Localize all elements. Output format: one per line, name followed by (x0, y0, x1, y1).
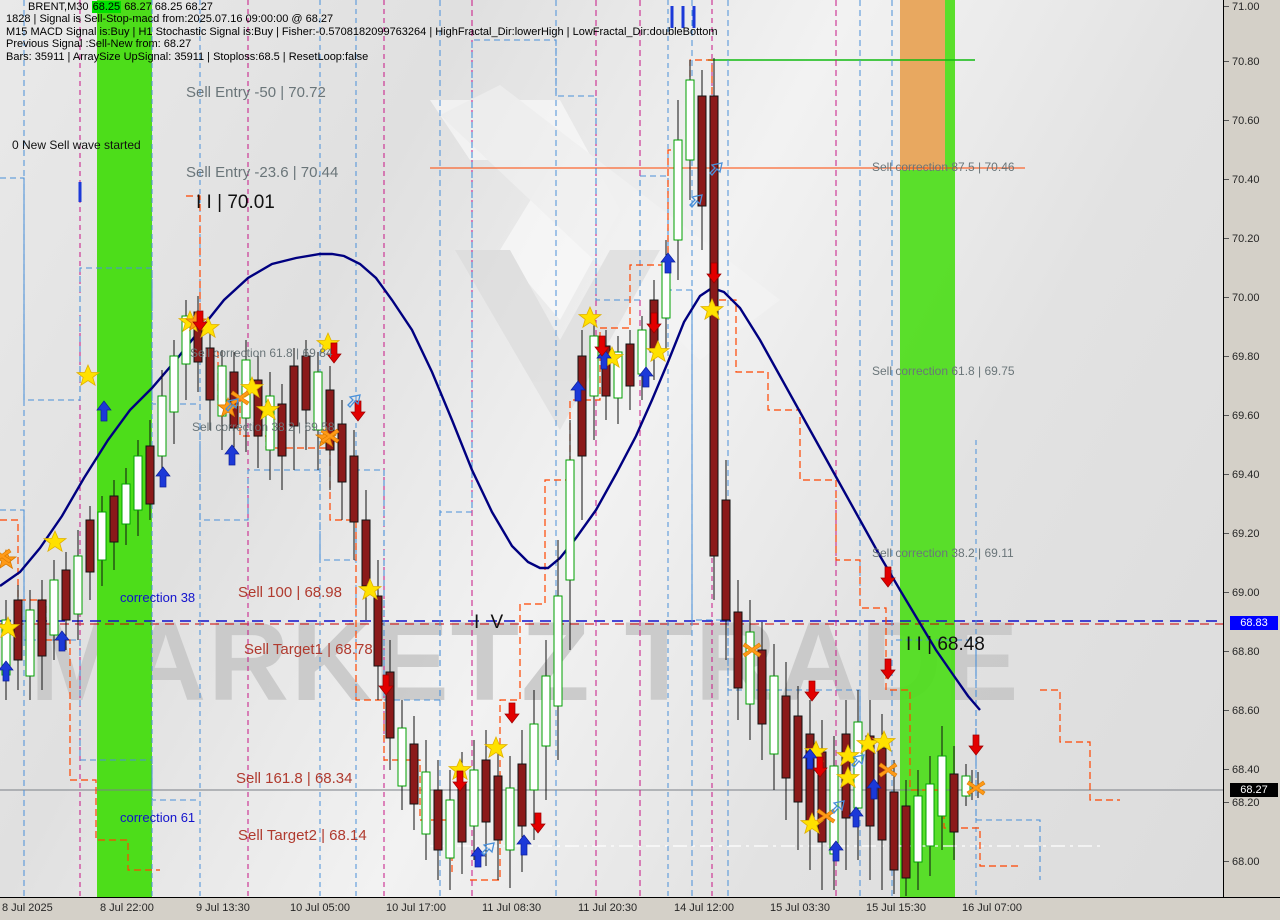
time-tick-label: 15 Jul 15:30 (866, 902, 926, 914)
blue-up-arrow-signal (516, 834, 532, 856)
annotation-sell-entry-236: Sell Entry -23.6 | 70.44 (186, 164, 339, 181)
time-tick-label: 10 Jul 05:00 (290, 902, 350, 914)
annotation-sell-target2: Sell Target2 | 68.14 (238, 827, 367, 844)
level-lines (0, 59, 1223, 847)
chart-vectors (0, 0, 1223, 897)
time-tick-label: 16 Jul 07:00 (962, 902, 1022, 914)
price-axis[interactable]: 71.00 70.80 70.60 70.40 70.20 70.00 69.8… (1224, 0, 1280, 898)
price-tick-label: 68.20 (1232, 797, 1260, 809)
ohlc-low: 68.25 (154, 1, 183, 13)
price-tick-label: 70.20 (1232, 233, 1260, 245)
annotation-sell-target1: Sell Target1 | 68.78 (244, 641, 373, 658)
price-tick: 69.40 (1224, 468, 1280, 482)
blue-up-arrow-signal (848, 806, 864, 828)
price-tick: 69.80 (1224, 350, 1280, 364)
price-tick-label: 69.20 (1232, 528, 1260, 540)
yellow-star-marker (578, 306, 602, 328)
annotation-sell-corr-382-right: Sell correction 38.2 | 69.11 (872, 546, 1014, 560)
info-signal-row: 1828 | Signal is Sell-Stop-macd from:202… (6, 13, 334, 26)
time-tick-label: 8 Jul 2025 (2, 902, 53, 914)
time-tick-label: 10 Jul 17:00 (386, 902, 446, 914)
annotation-wave-II-6848: I I | 68.48 (906, 634, 985, 655)
red-down-arrow-signal (530, 812, 546, 834)
price-tick: 69.20 (1224, 527, 1280, 541)
price-tick: 68.60 (1224, 704, 1280, 718)
annotation-sell-1618: Sell 161.8 | 68.34 (236, 770, 353, 787)
last-price-badge: 68.27 (1230, 783, 1278, 797)
time-tick-label: 14 Jul 12:00 (674, 902, 734, 914)
price-tick: 70.60 (1224, 114, 1280, 128)
annotation-wave-II-7001: I I | 70.01 (196, 192, 275, 213)
annotation-sell-corr-618-right: Sell correction 61.8 | 69.75 (872, 364, 1015, 378)
bid-price-badge: 68.83 (1230, 616, 1278, 630)
red-down-arrow-signal (706, 262, 722, 284)
price-tick-label: 68.60 (1232, 705, 1260, 717)
price-tick-label: 69.80 (1232, 351, 1260, 363)
price-tick: 70.20 (1224, 232, 1280, 246)
price-tick-label: 69.60 (1232, 410, 1260, 422)
annotation-correction-38: correction 38 (120, 590, 196, 605)
annotation-sell-corr-875: Sell correction 87.5 | 70.46 (872, 160, 1015, 174)
annotation-sell-100: Sell 100 | 68.98 (238, 584, 342, 601)
annotation-sell-corr-382-left: Sell correction 38.2 | 69.58 (192, 420, 335, 434)
blue-up-arrow-signal (224, 444, 240, 466)
red-down-arrow-signal (880, 658, 896, 680)
hollow-arrow-marker (481, 842, 495, 856)
red-down-arrow-signal (968, 734, 984, 756)
annotation-sell-entry-50: Sell Entry -50 | 70.72 (186, 84, 326, 101)
annotation-wave-started: 0 New Sell wave started (12, 138, 141, 152)
annotation-sell-corr-618-left: Sell correction 61.8 | 69.84 (190, 346, 333, 360)
chart-plot-area[interactable]: MARKETZ TRADE (0, 0, 1224, 898)
wave-tick-glyphs (78, 6, 696, 202)
info-symbol-row: BRENT,M30 68.25 68.27 68.25 68.27 (2, 1, 718, 13)
red-down-arrow-signal (646, 312, 662, 334)
time-tick-label: 8 Jul 22:00 (100, 902, 154, 914)
price-tick: 68.40 (1224, 763, 1280, 777)
session-highlight-bands (97, 0, 955, 897)
info-bars-row: Bars: 35911 | ArraySize UpSignal: 35911 … (6, 50, 369, 63)
price-tick: 71.00 (1224, 0, 1280, 14)
time-tick-label: 9 Jul 13:30 (196, 902, 250, 914)
time-tick-label: 11 Jul 20:30 (578, 902, 638, 914)
info-previous-signal-row: Previous Signal :Sell-New from: 68.27 (6, 38, 192, 51)
blue-up-arrow-signal (470, 846, 486, 868)
price-tick-label: 68.00 (1232, 856, 1260, 868)
chart-info-panel: BRENT,M30 68.25 68.27 68.25 68.27 1828 |… (2, 1, 718, 63)
blue-up-arrow-signal (155, 466, 171, 488)
ohlc-open: 68.25 (91, 1, 122, 13)
ohlc-high: 68.27 (124, 1, 152, 13)
price-tick: 69.60 (1224, 409, 1280, 423)
symbol-label: BRENT,M30 (28, 1, 89, 13)
info-indicators-row: M15 MACD Signal is:Buy | H1 Stochastic S… (6, 25, 718, 38)
price-tick-label: 71.00 (1232, 1, 1260, 13)
blue-step-envelope (0, 39, 1041, 880)
annotation-wave-IV: I V (474, 612, 507, 633)
time-tick-label: 11 Jul 08:30 (482, 902, 542, 914)
yellow-star-marker (43, 530, 67, 552)
price-tick: 70.40 (1224, 173, 1280, 187)
price-tick-label: 70.80 (1232, 56, 1260, 68)
red-down-arrow-signal (804, 680, 820, 702)
ohlc-close: 68.27 (185, 1, 213, 13)
price-tick-label: 69.00 (1232, 587, 1260, 599)
price-tick-label: 70.00 (1232, 292, 1260, 304)
price-tick-label: 69.40 (1232, 469, 1260, 481)
price-tick: 68.00 (1224, 855, 1280, 869)
price-tick: 70.80 (1224, 55, 1280, 69)
price-tick-label: 68.40 (1232, 764, 1260, 776)
annotation-correction-61: correction 61 (120, 810, 196, 825)
price-tick: 70.00 (1224, 291, 1280, 305)
price-tick: 68.80 (1224, 645, 1280, 659)
time-axis[interactable]: 8 Jul 2025 8 Jul 22:00 9 Jul 13:30 10 Ju… (0, 898, 1280, 920)
price-tick-label: 68.80 (1232, 646, 1260, 658)
yellow-star-marker (484, 736, 508, 758)
price-tick: 69.00 (1224, 586, 1280, 600)
red-down-arrow-signal (504, 702, 520, 724)
time-tick-label: 15 Jul 03:30 (770, 902, 830, 914)
price-tick: 68.20 (1224, 796, 1280, 810)
price-tick-label: 70.60 (1232, 115, 1260, 127)
price-tick-label: 70.40 (1232, 174, 1260, 186)
